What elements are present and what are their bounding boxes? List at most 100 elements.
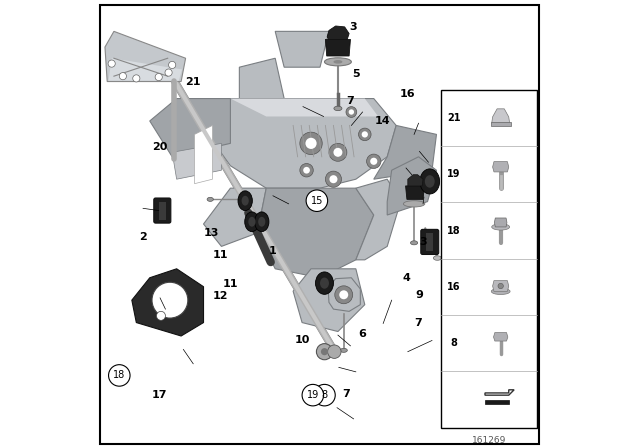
Circle shape bbox=[165, 69, 172, 76]
Circle shape bbox=[316, 344, 333, 360]
Polygon shape bbox=[257, 188, 374, 278]
Polygon shape bbox=[132, 269, 204, 336]
Polygon shape bbox=[356, 179, 401, 260]
Text: 15: 15 bbox=[310, 196, 323, 206]
Polygon shape bbox=[239, 58, 284, 99]
Circle shape bbox=[339, 290, 348, 299]
Circle shape bbox=[346, 107, 356, 117]
Text: 20: 20 bbox=[152, 142, 168, 152]
Polygon shape bbox=[105, 31, 186, 82]
Circle shape bbox=[119, 73, 127, 80]
Polygon shape bbox=[493, 332, 508, 341]
Polygon shape bbox=[374, 125, 436, 179]
Circle shape bbox=[157, 311, 165, 320]
Text: 18: 18 bbox=[447, 225, 460, 236]
Ellipse shape bbox=[242, 196, 249, 206]
Ellipse shape bbox=[498, 283, 504, 289]
Circle shape bbox=[132, 75, 140, 82]
Text: 10: 10 bbox=[294, 335, 310, 345]
Polygon shape bbox=[492, 109, 509, 123]
Text: 21: 21 bbox=[186, 77, 201, 86]
Circle shape bbox=[305, 138, 317, 149]
Bar bbox=[491, 122, 511, 126]
Ellipse shape bbox=[255, 212, 269, 232]
Polygon shape bbox=[485, 390, 514, 395]
Text: 161269: 161269 bbox=[472, 436, 506, 445]
Text: 3: 3 bbox=[419, 237, 427, 247]
Polygon shape bbox=[495, 218, 507, 227]
FancyBboxPatch shape bbox=[421, 229, 439, 254]
Circle shape bbox=[335, 286, 353, 304]
Text: 7: 7 bbox=[342, 389, 350, 399]
Ellipse shape bbox=[334, 106, 342, 111]
Ellipse shape bbox=[433, 256, 442, 260]
Circle shape bbox=[358, 128, 371, 141]
Text: 17: 17 bbox=[152, 390, 168, 400]
Polygon shape bbox=[204, 188, 266, 246]
Ellipse shape bbox=[492, 224, 509, 230]
Circle shape bbox=[300, 132, 323, 155]
Polygon shape bbox=[325, 39, 351, 56]
Ellipse shape bbox=[492, 288, 510, 294]
Text: 16: 16 bbox=[400, 89, 415, 99]
Ellipse shape bbox=[320, 278, 329, 289]
Circle shape bbox=[306, 190, 328, 211]
Circle shape bbox=[108, 60, 115, 67]
FancyBboxPatch shape bbox=[154, 198, 171, 223]
Circle shape bbox=[325, 171, 342, 187]
Ellipse shape bbox=[207, 197, 213, 202]
Ellipse shape bbox=[324, 58, 351, 66]
Polygon shape bbox=[109, 58, 182, 81]
Circle shape bbox=[300, 164, 314, 177]
Polygon shape bbox=[275, 31, 329, 67]
Text: 6: 6 bbox=[358, 329, 367, 339]
Ellipse shape bbox=[258, 217, 266, 227]
Bar bbox=[485, 400, 509, 404]
Bar bbox=[159, 202, 166, 220]
Polygon shape bbox=[150, 99, 230, 157]
Circle shape bbox=[109, 365, 130, 386]
Ellipse shape bbox=[340, 349, 348, 352]
Text: 2: 2 bbox=[139, 233, 147, 242]
Circle shape bbox=[152, 282, 188, 318]
Polygon shape bbox=[172, 143, 221, 179]
Ellipse shape bbox=[244, 212, 259, 232]
Ellipse shape bbox=[248, 217, 255, 227]
Polygon shape bbox=[327, 26, 349, 40]
FancyBboxPatch shape bbox=[441, 90, 538, 428]
Text: 1: 1 bbox=[269, 246, 277, 256]
Circle shape bbox=[155, 73, 163, 81]
Circle shape bbox=[314, 384, 335, 406]
Text: 11: 11 bbox=[223, 280, 238, 289]
Circle shape bbox=[328, 345, 341, 358]
Text: 19: 19 bbox=[307, 390, 319, 400]
Circle shape bbox=[321, 348, 328, 355]
Text: 11: 11 bbox=[212, 250, 228, 260]
Ellipse shape bbox=[238, 191, 252, 211]
Circle shape bbox=[302, 384, 324, 406]
Text: 8: 8 bbox=[321, 390, 328, 400]
Ellipse shape bbox=[333, 60, 342, 64]
Polygon shape bbox=[208, 99, 396, 188]
Circle shape bbox=[362, 131, 368, 138]
Bar bbox=[426, 233, 433, 251]
Text: 4: 4 bbox=[402, 273, 410, 283]
Text: 7: 7 bbox=[347, 96, 355, 106]
Ellipse shape bbox=[420, 169, 440, 194]
Circle shape bbox=[168, 61, 176, 69]
Circle shape bbox=[330, 175, 337, 183]
Ellipse shape bbox=[403, 201, 425, 207]
Text: 21: 21 bbox=[447, 113, 460, 123]
Ellipse shape bbox=[316, 272, 333, 294]
Ellipse shape bbox=[425, 175, 435, 188]
Text: 18: 18 bbox=[113, 370, 125, 380]
Text: 14: 14 bbox=[375, 116, 390, 126]
Text: 8: 8 bbox=[450, 338, 457, 348]
Text: 5: 5 bbox=[352, 69, 360, 79]
Text: 7: 7 bbox=[415, 318, 422, 327]
Polygon shape bbox=[328, 278, 360, 311]
Text: 19: 19 bbox=[447, 169, 460, 179]
Polygon shape bbox=[293, 269, 365, 332]
Ellipse shape bbox=[410, 241, 418, 245]
Polygon shape bbox=[493, 162, 509, 172]
